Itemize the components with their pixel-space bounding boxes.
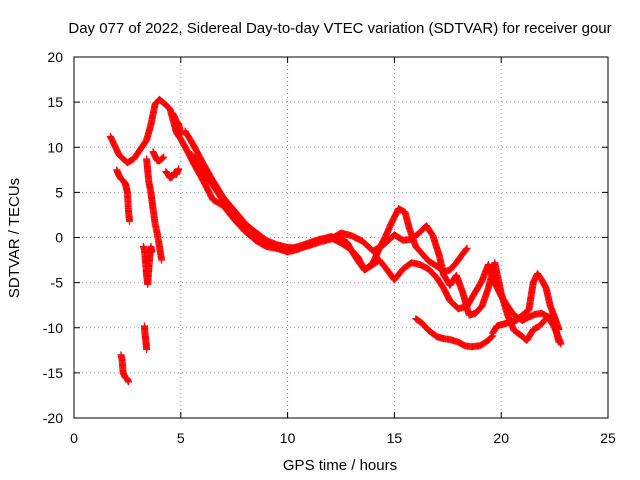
y-axis-label: SDTVAR / TECUs	[6, 178, 23, 298]
axis-ticks: 0 5 10 15 20 25 -20 -15 -10 -5 0 5 10 15 20	[43, 49, 616, 446]
data-point	[124, 378, 132, 386]
x-tick-label: 25	[600, 430, 616, 446]
data-point	[143, 345, 151, 353]
data-point	[555, 326, 563, 334]
data-point	[126, 217, 134, 225]
series-5	[489, 270, 563, 337]
series-10	[143, 155, 166, 264]
y-tick-label: 15	[47, 94, 63, 110]
y-tick-label: -15	[43, 365, 63, 381]
x-tick-label: 10	[280, 430, 296, 446]
x-axis-label: GPS time / hours	[283, 457, 397, 474]
data-point	[158, 256, 166, 264]
y-tick-label: 0	[55, 230, 63, 246]
data-points	[106, 95, 565, 386]
y-tick-label: -5	[51, 275, 64, 291]
series-6	[117, 351, 132, 386]
series-11	[149, 148, 168, 165]
data-point	[148, 248, 156, 256]
y-tick-label: 20	[47, 49, 63, 65]
x-tick-label: 0	[70, 430, 78, 446]
series-12	[162, 165, 183, 182]
grid	[74, 57, 608, 418]
y-tick-label: -10	[43, 320, 63, 336]
data-point	[488, 333, 496, 341]
data-point	[158, 154, 166, 162]
x-tick-label: 20	[493, 430, 509, 446]
chart-title: Day 077 of 2022, Sidereal Day-to-day VTE…	[68, 20, 611, 37]
y-tick-label: 10	[47, 139, 63, 155]
data-point	[555, 338, 563, 346]
data-point	[175, 165, 183, 173]
series-4	[412, 315, 497, 351]
data-point	[462, 245, 470, 253]
x-tick-label: 5	[177, 430, 185, 446]
x-tick-label: 15	[387, 430, 403, 446]
data-point	[177, 131, 185, 139]
data-point	[159, 154, 167, 162]
data-point	[160, 153, 168, 161]
y-tick-label: -20	[43, 410, 63, 426]
series-3	[187, 150, 563, 346]
series-13	[168, 109, 185, 139]
data-point	[463, 244, 471, 252]
series-7	[113, 166, 134, 225]
y-tick-label: 5	[55, 184, 63, 200]
series-9	[140, 322, 151, 353]
series-8	[139, 243, 156, 288]
